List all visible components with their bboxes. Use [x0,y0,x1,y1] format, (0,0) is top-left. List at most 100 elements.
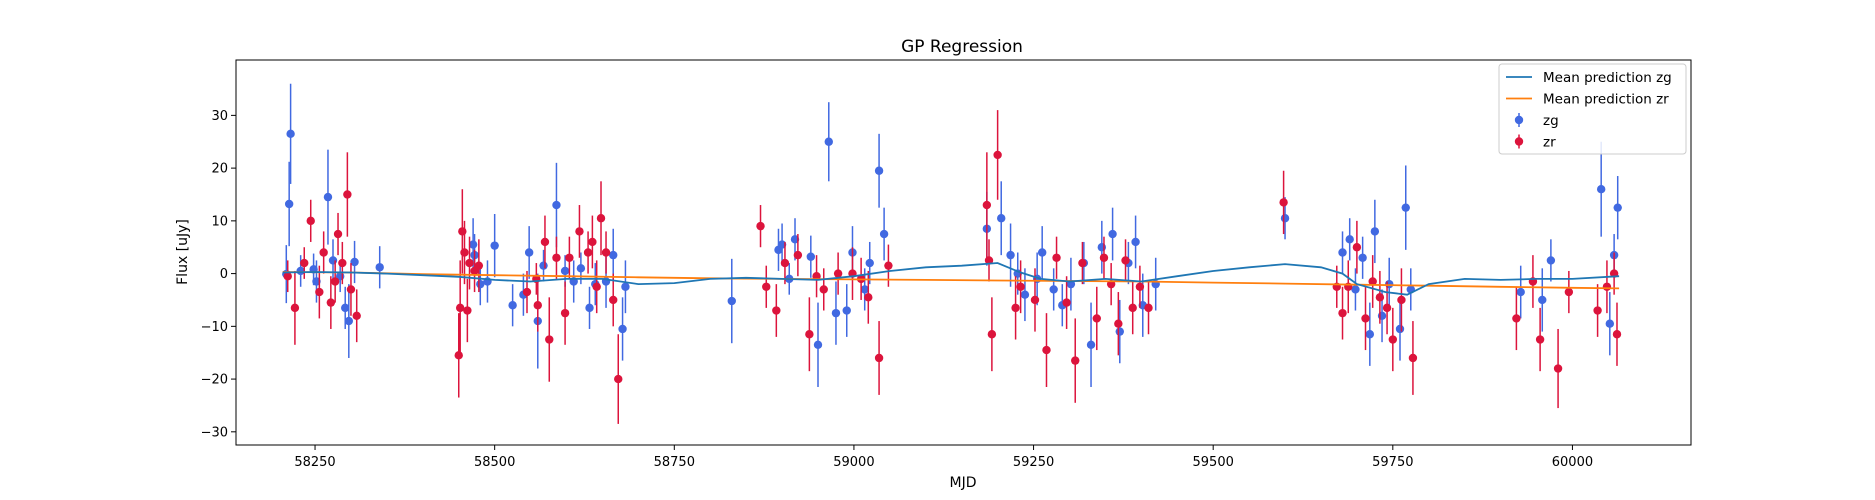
point-zg [286,129,295,139]
y-tick-label: −30 [201,425,228,440]
point-zr [1553,364,1563,373]
point-zr [1408,353,1418,363]
point-zg [560,266,570,276]
point-zg [1596,185,1606,194]
point-zr [1016,282,1025,291]
point-zr [609,295,618,305]
point-zg [341,303,350,313]
point-zr [455,303,465,313]
x-tick-label: 59750 [1372,455,1413,470]
point-zr [819,285,828,294]
point-zr [884,261,893,270]
point-zr [1564,287,1574,297]
x-tick-label: 59000 [833,455,874,470]
x-tick-label: 58250 [294,455,335,470]
point-zg [1020,290,1030,299]
point-zr [601,248,611,257]
point-zr [874,353,884,363]
point-zr [793,250,803,260]
point-zr [984,256,994,265]
point-zr [1602,282,1612,291]
point-zg [1516,287,1525,297]
point-zr [300,258,309,268]
point-zr [756,221,765,231]
point-zr [346,285,356,294]
point-zg [1131,237,1140,247]
legend-box [1498,63,1687,155]
point-zr [522,287,532,297]
point-zg [879,229,889,239]
point-zr [1128,303,1137,313]
point-zr [833,269,843,278]
point-zr [1011,303,1020,313]
point-zg [842,306,851,315]
point-zg [618,324,627,334]
chart-title: GP Regression [901,37,1023,57]
point-zr [596,214,606,223]
point-zr [474,261,484,270]
point-zr [1593,306,1602,315]
point-zr [1114,319,1123,328]
point-zg [813,340,823,349]
point-zr [1361,314,1370,323]
point-zg [312,277,321,286]
point-zr [1052,253,1061,262]
plot-area [236,60,1691,445]
legend: Mean prediction zg Mean prediction zr zg zr [1498,63,1687,155]
point-zg [1395,324,1405,334]
point-zg [1049,285,1058,294]
point-zg [476,279,485,289]
point-zg [1338,248,1347,257]
point-zr [1535,335,1545,344]
point-zr [1388,335,1398,344]
point-zr [454,351,463,360]
point-zr [987,330,997,339]
point-zr [319,248,328,257]
y-tick-label: 30 [211,109,228,124]
point-zr [465,258,474,268]
point-zg [727,296,736,306]
legend-label: zr [1543,135,1556,151]
point-zr [1512,314,1521,323]
legend-swatch-marker [1514,137,1524,146]
point-zg [323,192,333,202]
point-zr [772,306,781,315]
point-zg [874,166,884,175]
legend-swatch-marker [1514,115,1524,125]
point-zg [375,263,384,272]
point-zg [806,252,816,261]
point-zg [1280,214,1290,223]
point-zg [865,258,874,268]
point-zr [1612,330,1622,339]
point-zr [1352,243,1362,252]
point-zg [585,303,594,313]
point-zr [338,258,347,268]
point-zg [1345,235,1354,244]
point-zr [283,272,292,281]
point-zr [1135,282,1145,291]
x-tick-label: 59250 [1013,455,1054,470]
y-tick-label: −20 [201,373,228,388]
point-zg [831,308,841,318]
point-zr [575,227,584,236]
x-tick-label: 60000 [1552,455,1593,470]
mean-line-zr [282,271,1620,290]
point-zr [1144,303,1153,313]
x-tick-label: 59500 [1193,455,1234,470]
point-zr [1279,198,1288,207]
plot-content [282,83,1622,424]
point-zr [315,287,324,297]
point-zg [1370,227,1380,236]
point-zg [1605,319,1615,328]
point-zg [790,235,800,244]
point-zr [762,282,771,291]
point-zr [780,258,790,268]
point-zr [565,253,574,262]
point-zg [490,241,499,250]
point-zr [1382,303,1392,313]
point-zg [1037,248,1047,257]
point-zr [1368,277,1377,286]
point-zr [583,248,593,257]
point-zr [460,248,469,257]
